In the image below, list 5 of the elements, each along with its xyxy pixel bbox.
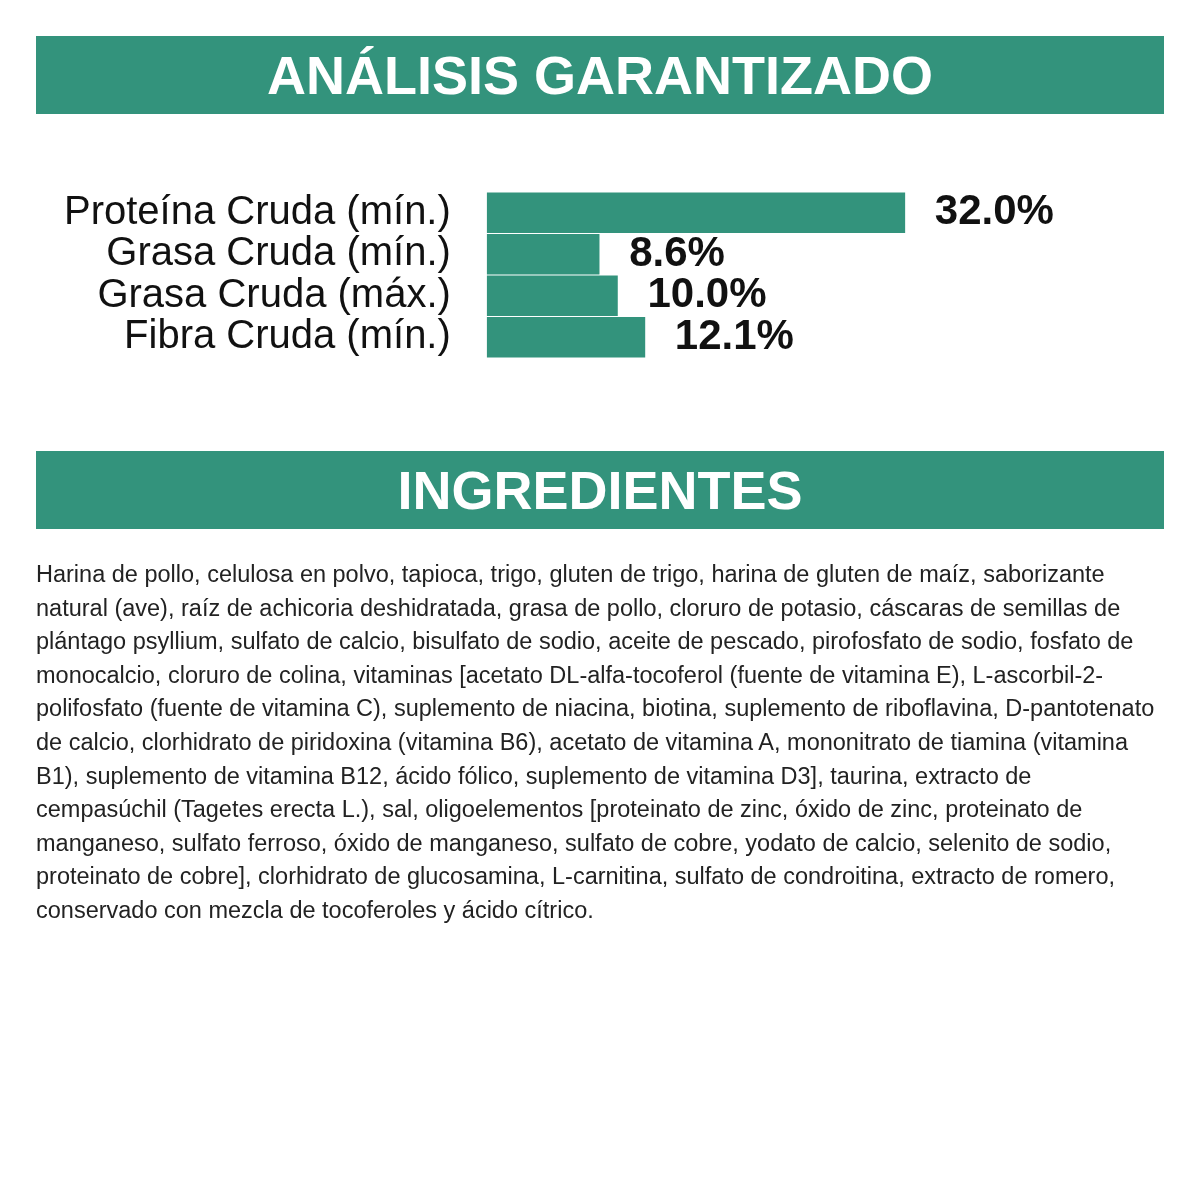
text: Harina de pollo, celulosa en polvo, tapioca, trigo, gluten de trigo, harina de gluten de maíz, saborizante natural (ave), raíz de achicoria deshidratada, grasa de pollo, cloruro de potasio, cáscaras de semillas de plántago psyllium, sulfato de calcio, bisulfato de sodio, aceite de pescado, pirofosfato de sodio, fosfato de monocalcio, cloruro de colina, vitaminas [acetato DL-alfa-tocoferol (fuente de vitamina E), L-ascorbil-2-polifosfato (fuente de vitamina C), suplemento de niacina, biotina, suplemento de riboflavina, D-pantotenato de calcio, clorhidrato de piridoxina (vitamina B6), acetato de vitamina A, mononitrato de tiamina (vitamina B1), suplemento de vitamina B12, ácido fólico, suplemento de vitamina D3], taurina, extracto de cempasúchil (Tagetes erecta L.), sal, oligoelementos [proteinato de zinc, óxido de zinc, proteinato de manganeso, sulfato ferroso, óxido de manganeso, sulfato de cobre, yodato de calcio, selenito de sodio, proteinato de cobre], clorhidrato de glucosamina, L-carnitina, sulfato de condroitina, extracto de romero, conservado con mezcla de tocoferoles y ácido cítrico. [36,561,1155,923]
data-label: 32.0% [934,186,1054,234]
chart-title: ANÁLISIS GARANTIZADO [36,36,1164,114]
y-tick-label: Proteína Cruda (mín.) [63,187,451,232]
text: INGREDIENTES [36,451,1164,529]
